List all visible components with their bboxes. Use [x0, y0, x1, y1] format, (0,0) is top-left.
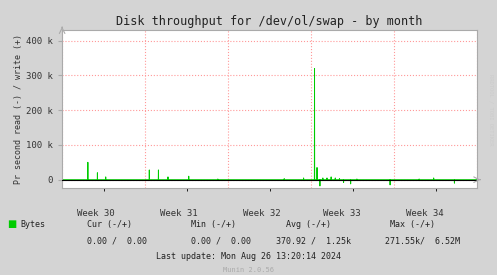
Text: Max (-/+): Max (-/+)	[390, 220, 435, 229]
Text: Cur (-/+): Cur (-/+)	[87, 220, 132, 229]
Text: Bytes: Bytes	[20, 220, 45, 229]
Text: 370.92 /  1.25k: 370.92 / 1.25k	[276, 236, 351, 245]
Text: Week 34: Week 34	[407, 209, 444, 218]
Text: 271.55k/  6.52M: 271.55k/ 6.52M	[385, 236, 460, 245]
Text: ■: ■	[7, 219, 17, 229]
Text: 0.00 /  0.00: 0.00 / 0.00	[191, 236, 251, 245]
Text: Munin 2.0.56: Munin 2.0.56	[223, 267, 274, 273]
Text: Last update: Mon Aug 26 13:20:14 2024: Last update: Mon Aug 26 13:20:14 2024	[156, 252, 341, 261]
Text: Min (-/+): Min (-/+)	[191, 220, 237, 229]
Text: Week 33: Week 33	[324, 209, 361, 218]
Text: Avg (-/+): Avg (-/+)	[286, 220, 331, 229]
Text: RRDTOOL / TOBI OETIKER: RRDTOOL / TOBI OETIKER	[489, 74, 494, 146]
Title: Disk throughput for /dev/ol/swap - by month: Disk throughput for /dev/ol/swap - by mo…	[116, 15, 423, 28]
Text: Week 31: Week 31	[160, 209, 197, 218]
Y-axis label: Pr second read (-) / write (+): Pr second read (-) / write (+)	[14, 34, 23, 184]
Text: Week 32: Week 32	[243, 209, 280, 218]
Text: 0.00 /  0.00: 0.00 / 0.00	[87, 236, 147, 245]
Text: Week 30: Week 30	[77, 209, 114, 218]
